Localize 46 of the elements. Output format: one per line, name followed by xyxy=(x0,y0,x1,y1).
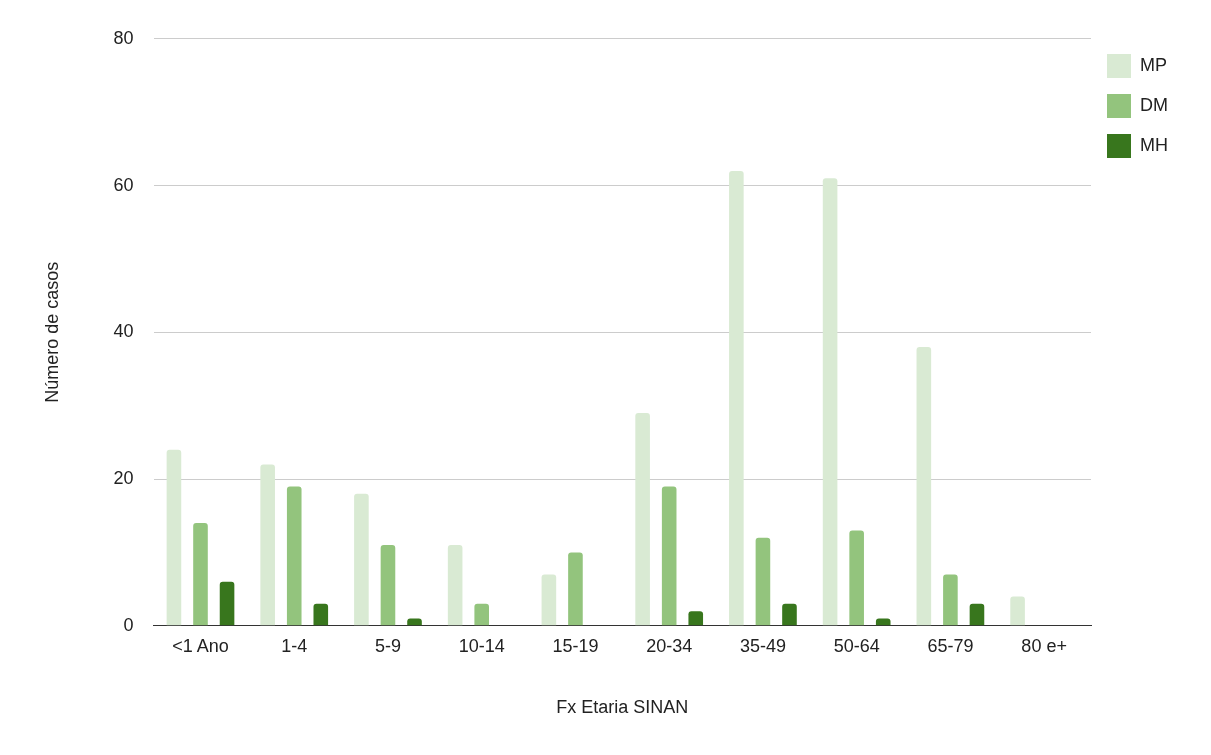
bar xyxy=(380,545,396,626)
bar xyxy=(313,603,329,626)
bar xyxy=(635,413,650,626)
bar xyxy=(688,611,704,626)
x-tick-label: 80 e+ xyxy=(1021,635,1067,656)
bar xyxy=(822,178,838,626)
x-axis-title: Fx Etaria SINAN xyxy=(556,697,689,718)
bar xyxy=(875,618,891,626)
bar xyxy=(407,618,422,626)
bar xyxy=(1010,596,1025,626)
x-tick-label: 65-79 xyxy=(927,635,974,656)
bar xyxy=(943,574,958,626)
bar xyxy=(969,603,985,626)
bar xyxy=(541,574,557,626)
bar xyxy=(166,449,182,626)
bar xyxy=(474,603,490,626)
bar xyxy=(568,552,583,626)
legend-label: MP xyxy=(1140,54,1168,75)
x-tick-label: 20-34 xyxy=(646,635,693,656)
x-tick-label: 50-64 xyxy=(833,635,880,656)
x-tick-label: 5-9 xyxy=(374,635,401,656)
bar xyxy=(755,537,771,626)
bar xyxy=(354,493,369,626)
y-tick-label: 60 xyxy=(113,174,134,195)
x-tick-label: 1-4 xyxy=(281,635,308,656)
bar xyxy=(661,486,677,626)
x-tick-label: <1 Ano xyxy=(172,635,229,656)
y-tick-label: 40 xyxy=(113,321,134,342)
bar xyxy=(193,523,208,626)
x-tick-label: 10-14 xyxy=(458,635,505,656)
bar xyxy=(729,170,744,626)
y-axis-title: Número de casos xyxy=(41,261,62,403)
x-tick-label: 35-49 xyxy=(739,635,786,656)
bar xyxy=(782,603,797,626)
y-tick-label: 80 xyxy=(113,27,134,48)
bar xyxy=(849,530,864,626)
bar xyxy=(916,346,932,626)
bar xyxy=(286,486,302,626)
y-tick-label: 20 xyxy=(113,468,134,489)
bar xyxy=(219,581,235,626)
y-tick-label: 0 xyxy=(123,614,134,635)
legend-label: MH xyxy=(1140,134,1169,155)
legend-label: DM xyxy=(1140,94,1169,115)
x-tick-label: 15-19 xyxy=(552,635,599,656)
bar xyxy=(260,464,275,626)
bar xyxy=(447,545,463,626)
